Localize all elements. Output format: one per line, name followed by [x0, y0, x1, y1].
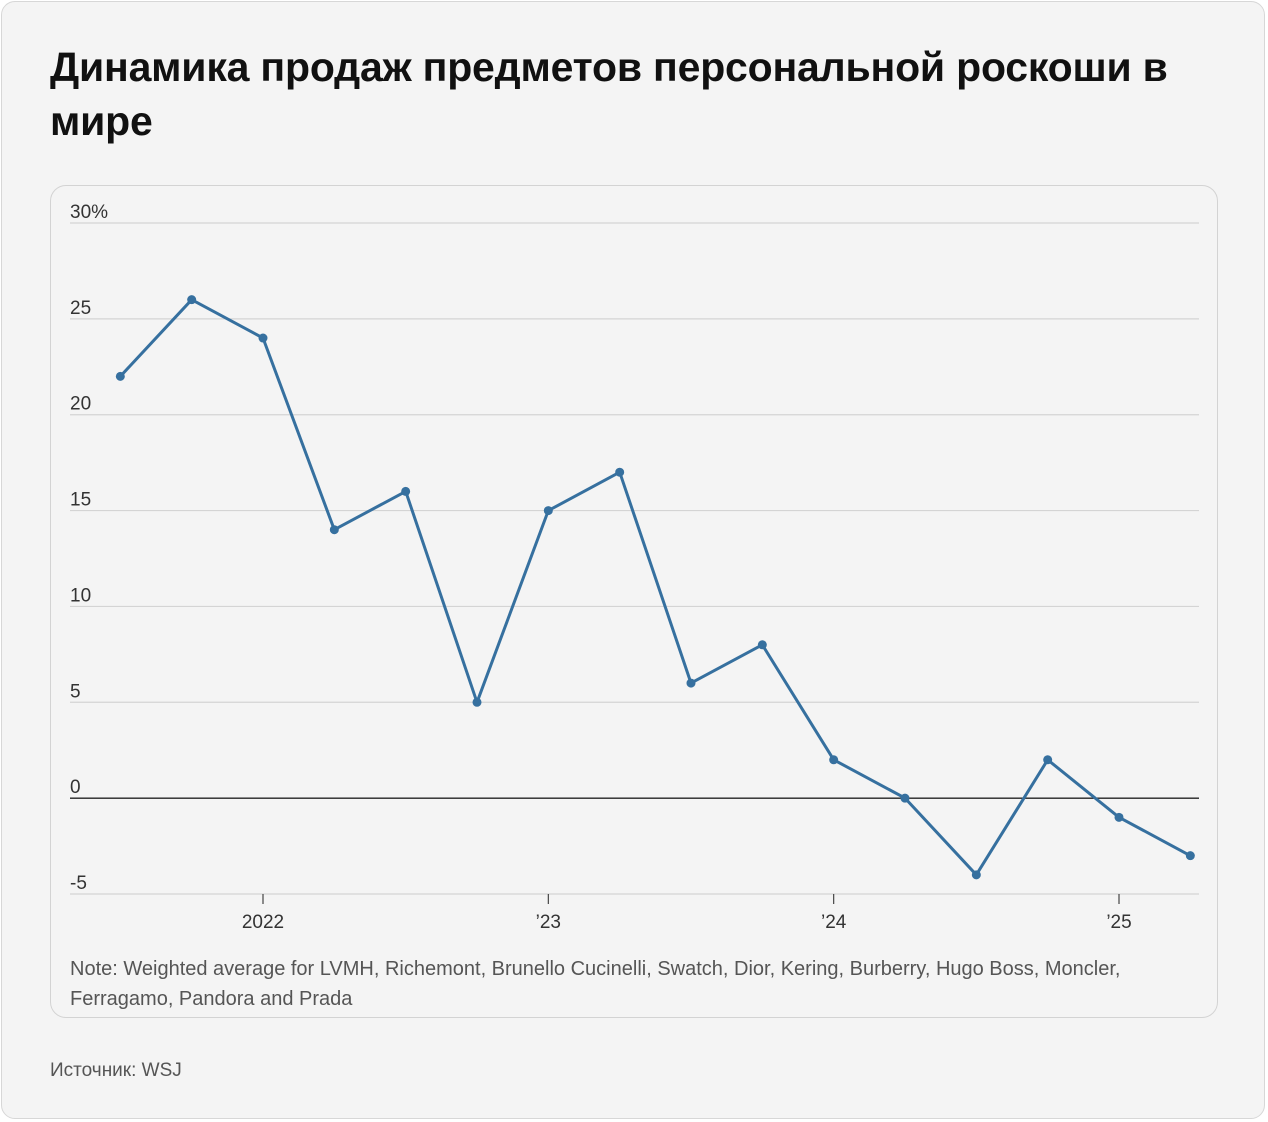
x-tick-label: ’24: [821, 912, 847, 933]
data-point: [1114, 812, 1124, 822]
data-point: [829, 755, 839, 765]
y-tick-label: 15: [70, 490, 91, 511]
chart-note: Note: Weighted average for LVMH, Richemo…: [70, 958, 1121, 1010]
data-point: [1185, 851, 1195, 861]
y-tick-label: 30%: [70, 202, 108, 223]
data-point: [615, 467, 625, 477]
data-point: [329, 525, 339, 535]
y-tick-label: 25: [70, 298, 91, 319]
y-tick-label: 5: [70, 681, 81, 702]
data-point: [971, 870, 981, 880]
chart-title: Динамика продаж предметов персональной р…: [50, 44, 1168, 144]
y-tick-label: -5: [70, 873, 87, 894]
x-tick-label: ’25: [1106, 912, 1131, 933]
data-point: [757, 640, 767, 650]
x-tick-label: 2022: [242, 912, 284, 933]
data-point: [115, 371, 125, 381]
series-line: [118, 298, 1192, 877]
y-tick-label: 10: [70, 585, 91, 606]
x-tick-label: ’23: [536, 912, 561, 933]
data-point: [1043, 755, 1053, 765]
source-credit: Источник: WSJ: [50, 1060, 182, 1081]
data-point: [543, 506, 553, 516]
y-tick-label: 20: [70, 394, 91, 415]
y-tick-label: 0: [70, 777, 81, 798]
chart-panel: 30% 25 20 15 10 5 0 -5 2022 ’23 ’24 ’25 Note: Weigh…: [50, 185, 1218, 1018]
data-point: [187, 295, 197, 305]
data-point: [686, 678, 696, 688]
data-point: [472, 697, 482, 707]
line-chart: 30% 25 20 15 10 5 0 -5 2022 ’23 ’24 ’25: [70, 202, 1199, 933]
data-point: [258, 333, 268, 343]
data-point: [900, 793, 910, 803]
data-point: [401, 486, 411, 496]
